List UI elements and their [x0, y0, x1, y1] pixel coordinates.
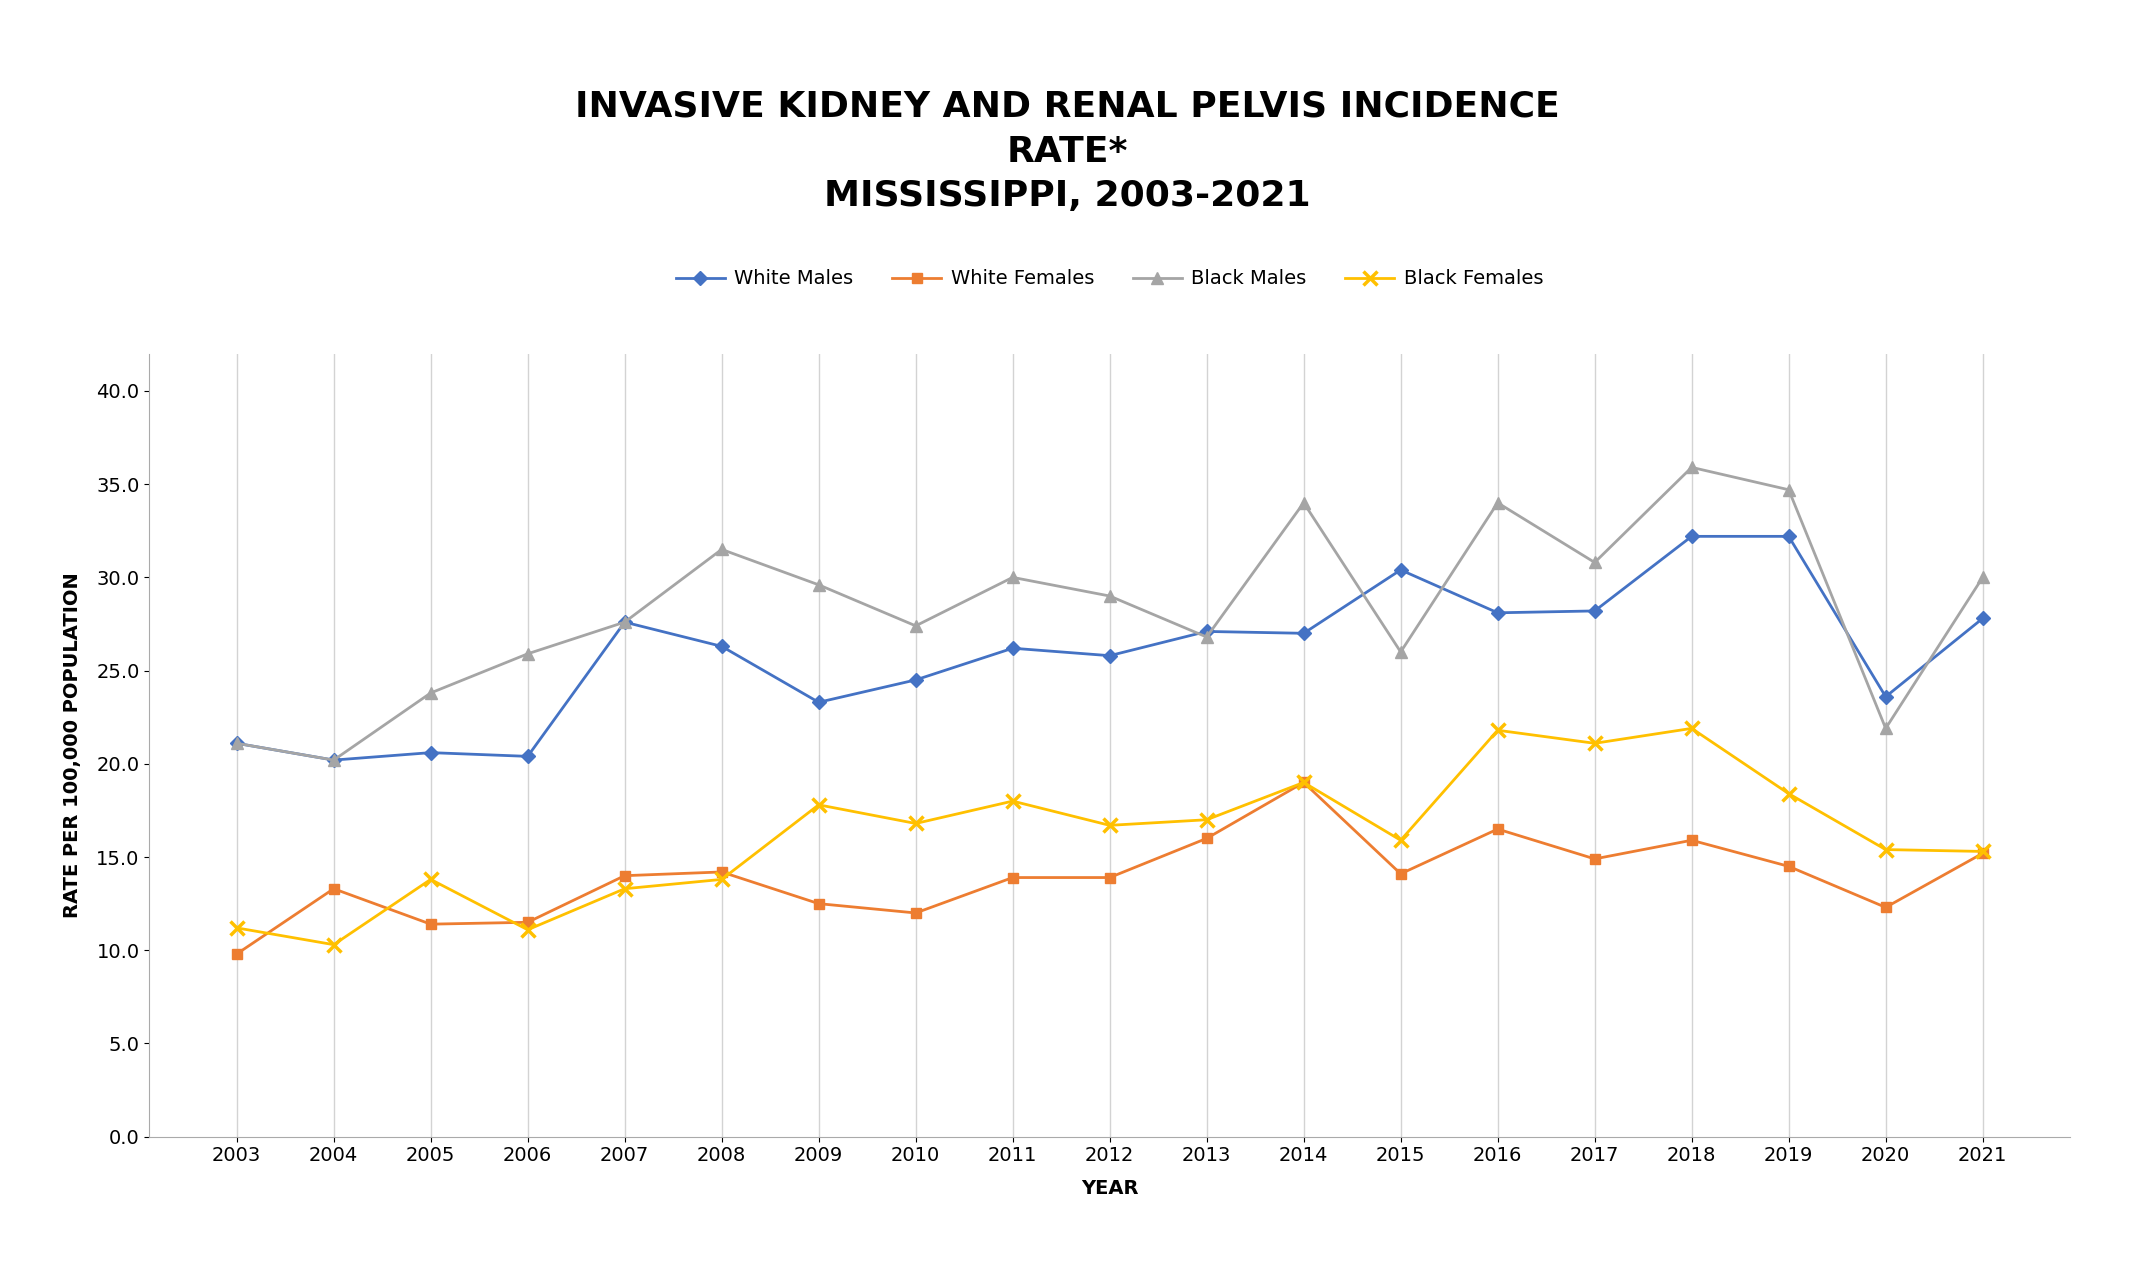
Black Males — [1485, 495, 1511, 510]
White Females — [612, 868, 638, 883]
White Males — [1679, 529, 1705, 544]
Black Females — [418, 871, 444, 887]
White Males — [1193, 624, 1219, 639]
White Males — [1775, 529, 1801, 544]
White Females — [514, 914, 540, 930]
Black Females — [612, 882, 638, 897]
White Females — [1775, 859, 1801, 874]
White Females — [1387, 866, 1413, 882]
White Males — [224, 736, 250, 751]
Y-axis label: RATE PER 100,000 POPULATION: RATE PER 100,000 POPULATION — [64, 572, 83, 918]
Black Females — [1485, 722, 1511, 738]
Black Females — [1970, 844, 1995, 859]
White Females — [708, 864, 734, 879]
White Males — [320, 753, 346, 768]
Black Females — [320, 937, 346, 952]
Line: White Males: White Males — [233, 532, 1987, 765]
Black Males — [418, 686, 444, 701]
White Males — [1581, 604, 1607, 619]
Black Males — [903, 619, 928, 634]
Black Females — [1193, 812, 1219, 827]
White Males — [1291, 625, 1317, 640]
Black Males — [1291, 495, 1317, 510]
Black Females — [903, 816, 928, 831]
Black Females — [514, 922, 540, 937]
Black Females — [1581, 736, 1607, 751]
White Females — [1097, 870, 1122, 885]
White Females — [807, 895, 832, 911]
Line: White Females: White Females — [233, 778, 1987, 959]
Black Males — [1193, 629, 1219, 644]
White Males — [1097, 648, 1122, 663]
Black Females — [1097, 817, 1122, 832]
Black Males — [1001, 570, 1026, 585]
Black Males — [807, 577, 832, 592]
Black Males — [1581, 554, 1607, 570]
White Females — [1193, 831, 1219, 846]
White Females — [903, 906, 928, 921]
White Females — [1001, 870, 1026, 885]
Black Females — [1874, 842, 1899, 858]
Black Females — [1001, 793, 1026, 808]
Line: Black Females: Black Females — [230, 721, 1989, 951]
Black Females — [1291, 775, 1317, 791]
Black Females — [1387, 832, 1413, 847]
White Females — [320, 882, 346, 897]
Black Males — [1874, 721, 1899, 736]
White Females — [1679, 832, 1705, 847]
Black Males — [224, 736, 250, 751]
Line: Black Males: Black Males — [230, 461, 1989, 767]
Black Females — [708, 871, 734, 887]
White Females — [418, 917, 444, 932]
Black Males — [1775, 482, 1801, 498]
Black Males — [612, 615, 638, 630]
White Males — [418, 745, 444, 760]
Black Females — [224, 921, 250, 936]
White Males — [1874, 690, 1899, 705]
Black Females — [807, 797, 832, 812]
X-axis label: YEAR: YEAR — [1082, 1180, 1137, 1199]
White Females — [1581, 851, 1607, 866]
Black Females — [1775, 786, 1801, 801]
Black Males — [708, 542, 734, 557]
White Males — [903, 672, 928, 687]
White Females — [1874, 899, 1899, 914]
White Females — [1485, 821, 1511, 836]
White Females — [224, 946, 250, 961]
Black Males — [320, 753, 346, 768]
White Males — [1970, 611, 1995, 626]
White Males — [807, 695, 832, 710]
White Males — [1001, 640, 1026, 655]
Text: INVASIVE KIDNEY AND RENAL PELVIS INCIDENCE
RATE*
MISSISSIPPI, 2003-2021: INVASIVE KIDNEY AND RENAL PELVIS INCIDEN… — [574, 90, 1560, 213]
White Males — [1387, 562, 1413, 577]
Black Males — [514, 647, 540, 662]
Black Males — [1387, 644, 1413, 659]
Black Males — [1097, 589, 1122, 604]
White Males — [514, 749, 540, 764]
White Males — [1485, 605, 1511, 620]
White Males — [612, 615, 638, 630]
White Females — [1291, 775, 1317, 791]
White Males — [708, 639, 734, 654]
Black Females — [1679, 721, 1705, 736]
White Females — [1970, 846, 1995, 861]
Legend: White Males, White Females, Black Males, Black Females: White Males, White Females, Black Males,… — [668, 261, 1551, 296]
Black Males — [1970, 570, 1995, 585]
Black Males — [1679, 460, 1705, 475]
